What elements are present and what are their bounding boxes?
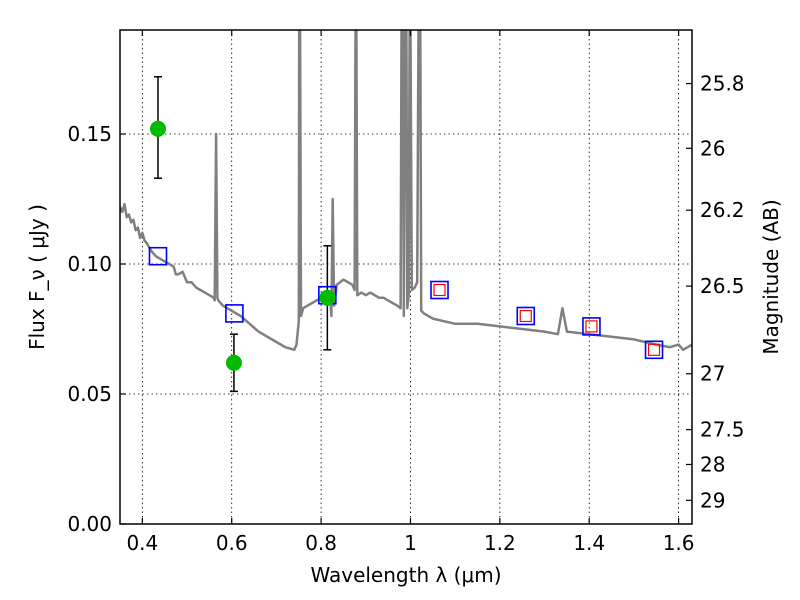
model-photometry-square: [225, 304, 244, 323]
y-tick-label: 0.15: [67, 122, 112, 146]
y2-axis-label: Magnitude (AB): [759, 199, 783, 354]
y2-tick-label: 26: [700, 136, 725, 160]
markers: [148, 76, 664, 393]
model-photometry-inner-square: [647, 343, 661, 356]
x-axis-label-text: Wavelength λ (μm): [310, 563, 501, 587]
observed-photometry-point: [149, 120, 166, 137]
plot-frame: [119, 29, 693, 525]
x-tick-label: 1.2: [484, 531, 516, 555]
y2-tick-label: 27.5: [700, 418, 745, 442]
x-tick-label: 0.8: [305, 531, 337, 555]
model-photometry-inner-square: [585, 320, 598, 333]
model-photometry-square: [644, 340, 664, 360]
x-tick-label: 1.4: [573, 531, 605, 555]
observed-photometry-point: [225, 354, 242, 371]
y2-tick-label: 29: [700, 488, 725, 512]
y-axis-label: Flux F_ν ( μJy ): [25, 204, 49, 350]
model-photometry-inner-square: [433, 283, 446, 297]
y2-tick-label: 26.2: [700, 198, 745, 222]
y2-tick-label: 25.8: [700, 72, 745, 96]
x-tick-label: 1.6: [663, 531, 695, 555]
model-photometry-square: [430, 280, 449, 300]
x-tick-label: 0.4: [126, 531, 158, 555]
y-tick-label: 0.00: [67, 512, 112, 536]
y2-tick-label: 27: [700, 362, 725, 386]
y-tick-label: 0.10: [67, 252, 112, 276]
x-axis-label: Wavelength λ (μm): [310, 563, 501, 587]
model-photometry-square: [516, 306, 536, 326]
observed-photometry-point: [319, 289, 336, 306]
x-tick-label: 0.6: [216, 531, 248, 555]
x-tick-label: 1: [404, 531, 417, 555]
y2-tick-label: 28: [700, 452, 725, 476]
y2-tick-label: 26.5: [700, 274, 745, 298]
ticks: 0.4 0.6 0.8 1 1.2 1.4 1.6 0.00 0.05 0.10 0.15 25.8 2…: [67, 30, 745, 555]
model-photometry-square: [582, 317, 601, 336]
model-photometry-inner-square: [519, 309, 532, 323]
model-photometry-square: [148, 246, 168, 266]
y-tick-label: 0.05: [67, 382, 112, 406]
